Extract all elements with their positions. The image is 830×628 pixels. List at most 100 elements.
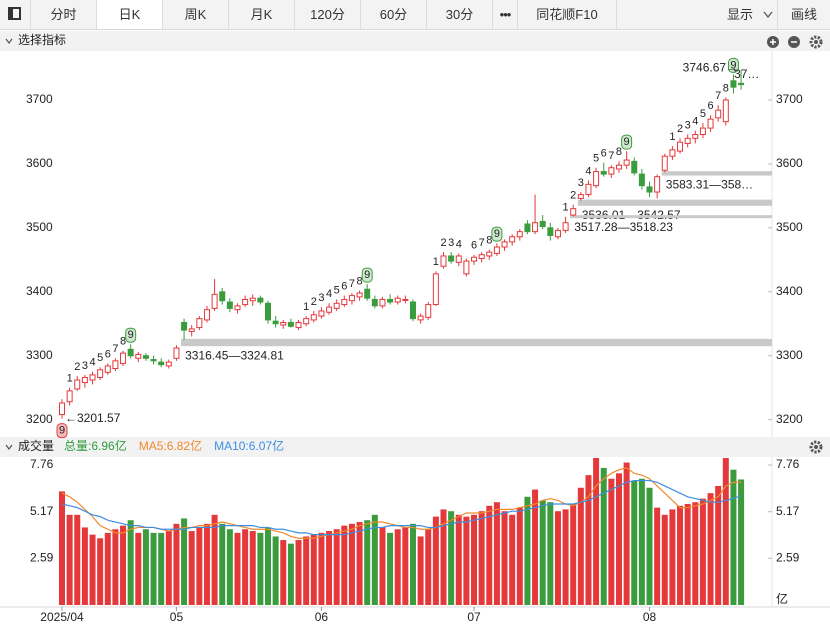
volume-bar <box>341 525 348 605</box>
candle-body <box>89 374 96 381</box>
volume-bar <box>97 538 104 605</box>
zoom-in[interactable] <box>767 36 779 48</box>
candle-body <box>615 164 622 170</box>
volume-bar <box>677 505 684 605</box>
sequence-label: 9 <box>59 425 65 437</box>
volume-bar <box>608 478 615 605</box>
candle-body <box>310 314 317 321</box>
candle-body <box>242 298 249 306</box>
gap-band <box>570 215 772 219</box>
volume-bar <box>585 475 592 605</box>
volume-bar <box>280 540 287 605</box>
volume-bar <box>112 529 119 605</box>
candle-body <box>432 273 439 306</box>
sequence-label: 5 <box>334 284 340 296</box>
volume-bar <box>471 514 478 605</box>
tab[interactable]: 60分 <box>361 0 427 29</box>
candle-body <box>684 137 691 144</box>
volume-bar <box>379 527 386 605</box>
volume-bar <box>135 532 142 605</box>
volume-bar <box>165 531 172 605</box>
candle-body <box>440 255 447 267</box>
candle-body <box>669 149 676 157</box>
candle-body <box>722 99 729 123</box>
collapse-icon[interactable] <box>5 38 13 44</box>
x-tick-label: 07 <box>467 610 481 624</box>
candle-body <box>425 304 432 318</box>
volume-bar <box>532 489 539 605</box>
volume-bar <box>615 473 622 605</box>
more-button[interactable]: ••• <box>493 0 518 29</box>
y2-tick-label: 3200 <box>776 412 803 426</box>
y2-tick-label: 3400 <box>776 284 803 298</box>
candle-body <box>646 186 653 193</box>
settings[interactable] <box>809 35 823 49</box>
sequence-badge <box>361 267 373 283</box>
sequence-label: 3 <box>82 360 88 372</box>
volume-bar <box>577 487 584 605</box>
tab[interactable]: 日K <box>97 0 163 29</box>
volume-bar <box>257 532 264 605</box>
sequence-label: 4 <box>456 238 462 250</box>
candle-body <box>74 379 81 390</box>
sequence-label: 1 <box>67 373 73 385</box>
gap-band <box>577 199 772 206</box>
candle-body <box>562 222 569 231</box>
display-menu[interactable]: 显示 <box>727 0 777 29</box>
candle-body <box>97 369 104 378</box>
candle-body <box>272 320 279 325</box>
sequence-badge <box>621 134 633 150</box>
x-tick-label: 06 <box>315 610 329 624</box>
candle-body <box>547 227 554 237</box>
sequence-label: 6 <box>471 240 477 252</box>
zoom-out[interactable] <box>788 36 800 48</box>
volume-bar <box>59 491 65 605</box>
candle-body <box>707 118 714 129</box>
x-tick-label: 05 <box>170 610 184 624</box>
candle-body <box>234 305 241 311</box>
volume-bar <box>463 516 470 605</box>
candle-body <box>158 361 165 366</box>
candle-body <box>677 141 684 152</box>
volume-bar <box>486 505 493 605</box>
volume-bar <box>173 523 180 605</box>
collapse-icon[interactable] <box>5 444 13 450</box>
volume-bar <box>417 536 424 605</box>
tab[interactable]: 月K <box>229 0 295 29</box>
indicator-title[interactable]: 选择指标 <box>18 32 66 47</box>
sequence-badge <box>125 327 137 343</box>
candle-body <box>379 298 386 307</box>
volume-bar <box>501 511 508 605</box>
volume-bar <box>516 507 523 605</box>
sequence-label: 8 <box>486 234 492 246</box>
volume-bar <box>455 514 462 605</box>
sidebar-toggle[interactable] <box>0 0 31 29</box>
tab[interactable]: 分时 <box>31 0 97 29</box>
y2-tick-label: 3500 <box>776 220 803 234</box>
settings[interactable] <box>809 440 823 454</box>
sequence-label: 4 <box>326 288 332 300</box>
volume-bar <box>104 532 111 605</box>
volume-bar <box>570 503 577 605</box>
tab[interactable]: 120分 <box>295 0 361 29</box>
volume-title: 成交量 <box>18 438 54 453</box>
volume-bar <box>440 509 447 605</box>
volume-bar <box>738 479 745 605</box>
y2-tick-label: 3600 <box>776 156 803 170</box>
volume-header <box>0 437 830 457</box>
tab[interactable]: 30分 <box>427 0 493 29</box>
candle-body <box>455 255 462 263</box>
volume-stat: MA10:6.07亿 <box>214 438 284 453</box>
candle-body <box>448 255 455 262</box>
volume-bar <box>669 509 676 605</box>
draw-button[interactable]: 画线 <box>777 0 830 29</box>
candle-body <box>516 231 523 238</box>
candle-body <box>715 109 722 119</box>
candle-body <box>577 194 584 199</box>
f10-tab[interactable]: 同花顺F10 <box>518 0 617 29</box>
tab[interactable]: 周K <box>163 0 229 29</box>
volume-bar <box>646 487 653 605</box>
sequence-label: 7 <box>715 90 721 102</box>
candle-body <box>127 348 134 357</box>
